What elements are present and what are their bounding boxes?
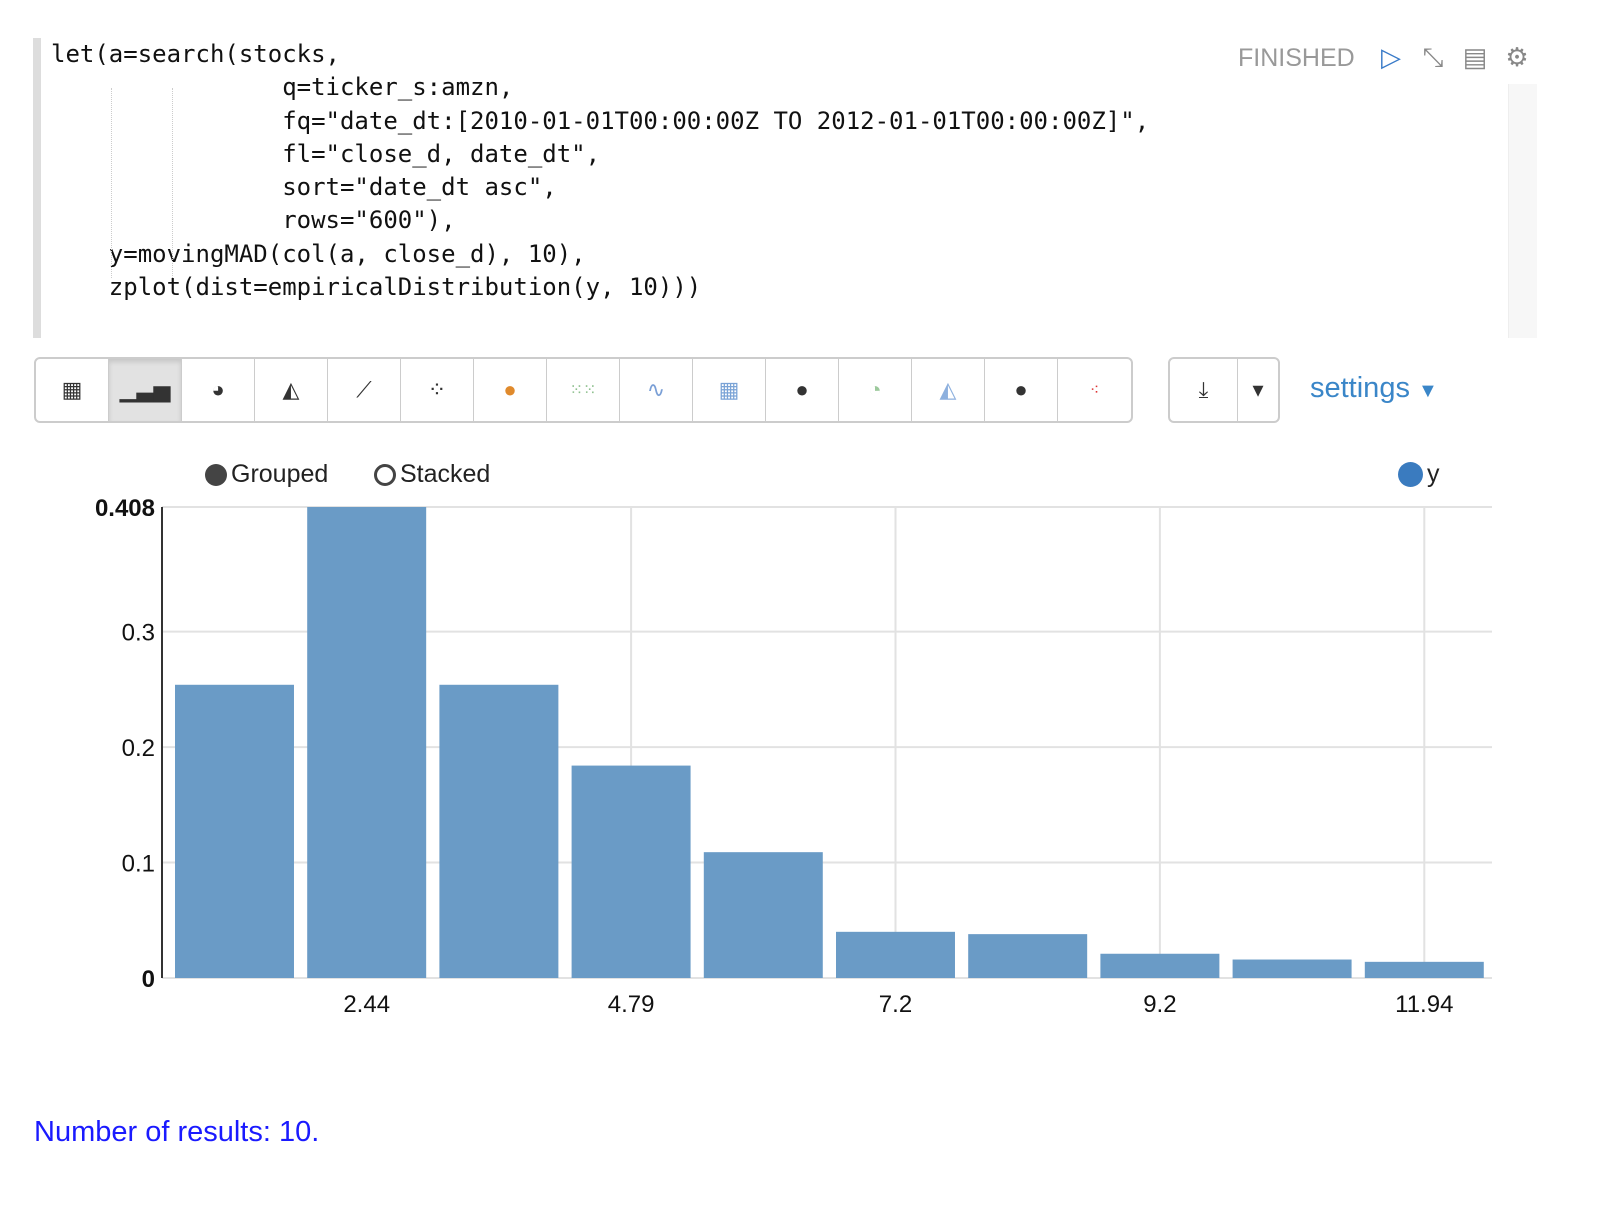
editor-scrollbar[interactable] [1508,84,1537,338]
table-icon[interactable]: ▦ [36,359,109,421]
visualization-toolbar: ▦ ▁▃▅ ◕ ◭ ⟋ ⁘ ● ⁙⁙ ∿ ▦ ● ◔ ◭ ● ⁖ [34,357,1133,423]
settings-label: settings [1310,372,1410,404]
caret-down-icon[interactable]: ▾ [1252,377,1264,402]
x-tick-label: 7.2 [879,991,912,1018]
bar-chart-icon[interactable]: ▁▃▅ [109,359,182,421]
bar [175,684,294,978]
radio-unchecked-icon [374,463,396,486]
pie-chart-icon[interactable]: ◕ [182,359,255,421]
globe-icon[interactable]: ● [766,359,839,421]
bar [1100,953,1220,978]
run-icon[interactable]: ▷ [1381,42,1401,72]
bar [836,931,955,978]
bar [439,684,559,978]
x-tick-label: 4.79 [608,991,655,1018]
indent-guide [172,88,173,278]
bar [571,765,691,978]
gear-icon[interactable]: ⚙ [1505,42,1529,72]
bar [307,507,427,978]
line-chart-icon[interactable]: ⟋ [328,359,401,421]
download-icon[interactable]: ⤓ [1170,359,1238,421]
stacked-area-icon[interactable]: ◭ [912,359,985,421]
code-editor[interactable]: let(a=search(stocks, q=ticker_s:amzn, fq… [33,38,1537,338]
book-icon[interactable]: ▤ [1462,42,1488,72]
y-tick-label: 0.2 [122,735,155,762]
grouped-radio[interactable]: Grouped [205,460,328,489]
multi-line-icon[interactable]: ∿ [620,359,693,421]
legend-item-y[interactable]: y [1398,460,1440,489]
bar [1232,959,1352,978]
x-tick-label: 9.2 [1143,991,1176,1018]
code-text[interactable]: let(a=search(stocks, q=ticker_s:amzn, fq… [51,40,1150,302]
bar [968,934,1088,978]
bar [1364,961,1484,978]
legend-label: y [1427,460,1440,488]
x-tick-label: 11.94 [1395,991,1453,1018]
caret-down-icon: ▼ [1418,380,1438,402]
grouped-label: Grouped [231,460,329,488]
y-tick-label: 0.1 [122,851,155,878]
bubble-icon[interactable]: ⁖ [1089,382,1100,399]
results-count: Number of results: 10. [34,1116,320,1148]
download-group: ⤓ ▾ [1168,357,1280,423]
y-tick-label: 0.3 [122,620,155,647]
y-tick-label: 0.408 [95,495,155,522]
x-tick-label: 2.44 [343,991,390,1018]
stacked-label: Stacked [400,460,491,488]
bar-chart: 0 0.1 0.2 0.3 0.408 2.44 4.79 7.2 9.2 11.94 [95,495,1492,1018]
radio-checked-icon [205,463,227,486]
bar [703,852,823,978]
indent-guide [111,88,112,278]
area-chart-icon[interactable]: ◭ [255,359,328,421]
scatter-chart-icon[interactable]: ⁘ [401,359,474,421]
pie-colored-icon[interactable]: ◔ [839,359,912,421]
dot-matrix-icon[interactable]: ⁙⁙ [547,359,620,421]
legend-dot-icon [1398,462,1423,487]
globe-orange-icon[interactable]: ● [474,359,547,421]
globe-dark-icon[interactable]: ● [985,359,1058,421]
heatmap-grid-icon[interactable]: ▦ [693,359,766,421]
settings-dropdown[interactable]: settings ▼ [1310,372,1438,405]
collapse-icon[interactable]: ⤡ [1422,42,1444,72]
paragraph-status: FINISHED [1238,44,1355,72]
stacked-radio[interactable]: Stacked [374,460,490,489]
y-tick-label: 0 [142,966,155,993]
